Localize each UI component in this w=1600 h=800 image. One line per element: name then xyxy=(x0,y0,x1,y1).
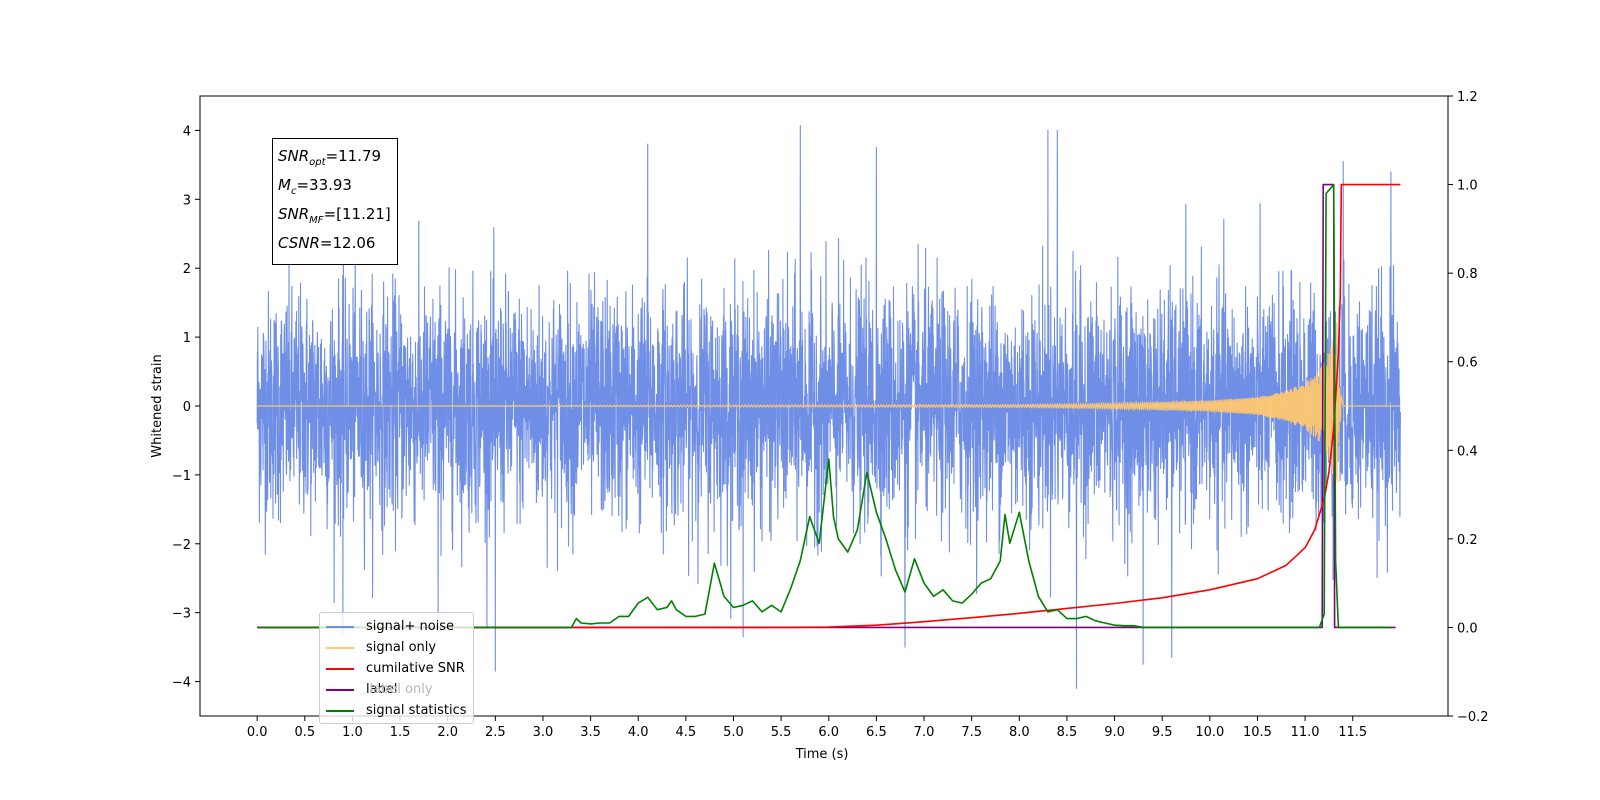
legend-swatch xyxy=(326,688,354,691)
x-tick-label: 1.0 xyxy=(342,725,363,740)
x-tick-label: 9.0 xyxy=(1104,725,1125,740)
legend-swatch xyxy=(326,667,354,670)
info-name: SNR xyxy=(278,205,310,223)
y-tick-label: −1 xyxy=(172,469,191,484)
x-tick-label: 4.0 xyxy=(628,725,649,740)
x-tick-label: 7.5 xyxy=(961,725,982,740)
series-signal-noise xyxy=(256,125,1401,689)
y2-tick-label: 1.0 xyxy=(1457,179,1478,194)
y2-tick-label: 1.2 xyxy=(1457,90,1478,105)
legend-item-signal-statistics: signal statistics xyxy=(326,700,467,721)
series-signal-statistics xyxy=(257,183,1391,629)
info-box: SNRopt=11.79 Mc=33.93 SNRMF=[11.21] CSNR… xyxy=(272,138,398,265)
info-value: =11.79 xyxy=(325,147,382,165)
x-tick-label: 10.5 xyxy=(1243,725,1272,740)
y-axis-left: −4 −3 −2 −1 0 1 2 3 4 xyxy=(172,124,200,691)
x-tick-label: 1.5 xyxy=(390,725,411,740)
y-tick-label: −2 xyxy=(172,538,191,553)
info-line-snr-opt: SNRopt=11.79 xyxy=(278,145,391,174)
series-cumulative-snr xyxy=(257,183,1401,629)
y-tick-label: −3 xyxy=(172,607,191,622)
y-tick-label: 3 xyxy=(183,193,191,208)
legend-item-signal-only: signal only xyxy=(326,637,467,658)
x-tick-label: 5.5 xyxy=(771,725,792,740)
y2-tick-label: 0.6 xyxy=(1457,356,1478,371)
legend-item-cumulative-snr: cumilative SNR xyxy=(326,658,467,679)
y-tick-label: 0 xyxy=(183,400,191,415)
x-tick-label: 2.0 xyxy=(437,725,458,740)
legend-swatch xyxy=(326,625,354,628)
x-tick-label: 7.0 xyxy=(914,725,935,740)
x-tick-label: 9.5 xyxy=(1152,725,1173,740)
info-sub: opt xyxy=(309,157,326,168)
x-tick-label: 3.0 xyxy=(533,725,554,740)
info-sub: MF xyxy=(309,215,324,226)
x-tick-label: 0.5 xyxy=(294,725,315,740)
legend-label: signal statistics xyxy=(366,703,467,718)
series-layer xyxy=(256,125,1401,689)
legend-item-signal-noise: signal+ noise xyxy=(326,616,467,637)
x-tick-label: 0.0 xyxy=(247,725,268,740)
x-tick-label: 6.0 xyxy=(818,725,839,740)
x-tick-label: 4.5 xyxy=(676,725,697,740)
info-name: SNR xyxy=(278,147,310,165)
x-tick-label: 11.0 xyxy=(1291,725,1320,740)
y2-tick-label: −0.2 xyxy=(1457,710,1489,725)
y2-tick-label: 0.4 xyxy=(1457,444,1478,459)
x-tick-label: 3.5 xyxy=(580,725,601,740)
info-value: =33.93 xyxy=(296,176,352,194)
info-value: =12.06 xyxy=(319,234,376,252)
x-tick-label: 5.0 xyxy=(723,725,744,740)
info-line-snr-mf: SNRMF=[11.21] xyxy=(278,203,391,232)
x-tick-label: 8.5 xyxy=(1057,725,1078,740)
x-tick-label: 8.0 xyxy=(1009,725,1030,740)
legend-item-label: label label only xyxy=(326,679,467,700)
legend-swatch xyxy=(326,646,354,649)
y2-tick-label: 0.2 xyxy=(1457,533,1478,548)
legend-label-hidden: label only xyxy=(369,682,433,697)
y2-tick-label: 0.8 xyxy=(1457,267,1478,282)
x-tick-label: 2.5 xyxy=(485,725,506,740)
info-name: M xyxy=(278,176,291,194)
x-axis-label: Time (s) xyxy=(795,747,849,762)
series-signal-only xyxy=(257,322,1401,484)
info-line-mc: Mc=33.93 xyxy=(278,174,391,203)
legend: signal+ noise signal only cumilative SNR… xyxy=(319,612,474,724)
x-axis: 0.0 0.5 1.0 1.5 2.0 2.5 3.0 3.5 4.0 4.5 5.0 5.5 6.0 6… xyxy=(247,716,1367,740)
info-value: =[11.21] xyxy=(323,205,391,223)
y2-tick-label: 0.0 xyxy=(1457,621,1478,636)
y-tick-label: 4 xyxy=(183,124,191,139)
x-tick-label: 10.0 xyxy=(1195,725,1224,740)
legend-label: cumilative SNR xyxy=(366,661,465,676)
legend-swatch xyxy=(326,709,354,712)
y-axis-right: −0.2 0.0 0.2 0.4 0.6 0.8 1.0 1.2 xyxy=(1448,90,1489,725)
y-tick-label: −4 xyxy=(172,676,191,691)
legend-label: signal only xyxy=(366,640,437,655)
y-tick-label: 2 xyxy=(183,262,191,277)
y-tick-label: 1 xyxy=(183,331,191,346)
info-name: CSNR xyxy=(278,234,320,252)
legend-label: label xyxy=(366,682,398,697)
info-sub: c xyxy=(290,186,297,197)
x-tick-label: 11.5 xyxy=(1338,725,1367,740)
info-line-csnr: CSNR=12.06 xyxy=(278,232,391,261)
y-axis-label: Whitened strain xyxy=(150,354,165,457)
x-tick-label: 6.5 xyxy=(866,725,887,740)
legend-label: signal+ noise xyxy=(366,619,455,634)
